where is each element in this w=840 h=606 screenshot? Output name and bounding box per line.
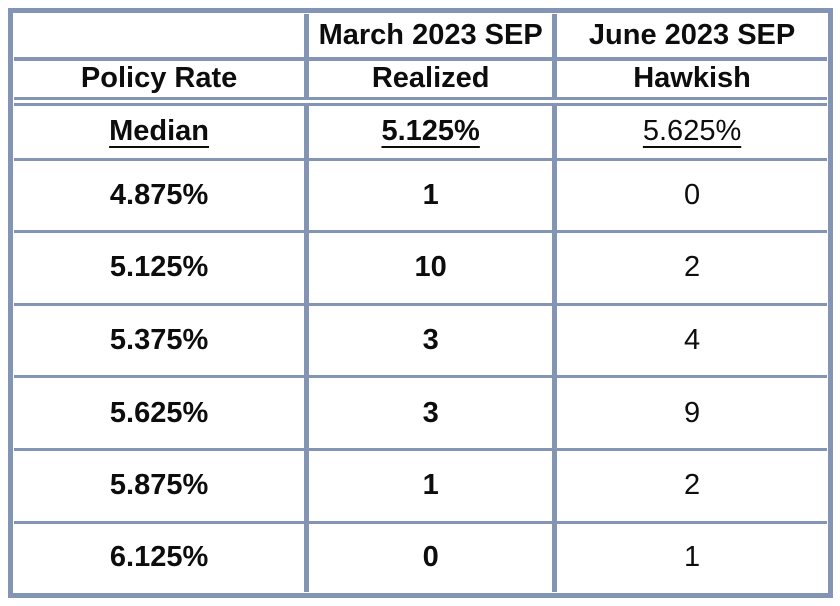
realized-count-cell: 0 xyxy=(304,520,558,594)
realized-count-cell: 1 xyxy=(304,448,558,524)
median-realized-cell: 5.125% xyxy=(304,99,558,161)
realized-count-cell: 1 xyxy=(304,157,558,234)
hawkish-count-cell: 0 xyxy=(552,157,830,234)
realized-count-cell: 10 xyxy=(304,230,558,306)
table-row-5875: 5.875% 1 2 xyxy=(11,448,830,524)
table-row-4875: 4.875% 1 0 xyxy=(11,157,830,234)
table-row-median: Median 5.125% 5.625% xyxy=(11,99,830,161)
col-header-hawkish: Hawkish xyxy=(552,57,830,106)
policy-rate-cell: 4.875% xyxy=(11,157,310,234)
col-header-policy-rate: Policy Rate xyxy=(11,57,310,106)
realized-count-cell: 3 xyxy=(304,302,558,379)
hawkish-count-cell: 2 xyxy=(552,448,830,524)
policy-rate-cell: 5.375% xyxy=(11,302,310,379)
col-header-june-2023-sep: June 2023 SEP xyxy=(552,12,830,61)
table-row-5125: 5.125% 10 2 xyxy=(11,230,830,306)
hawkish-count-cell: 1 xyxy=(552,520,830,594)
corner-blank-cell xyxy=(11,12,310,61)
realized-count-cell: 3 xyxy=(304,375,558,452)
median-label-cell: Median xyxy=(11,99,310,161)
sep-comparison-table: March 2023 SEP June 2023 SEP Policy Rate… xyxy=(8,8,833,598)
hawkish-count-cell: 2 xyxy=(552,230,830,306)
hawkish-count-cell: 4 xyxy=(552,302,830,379)
median-hawkish-cell: 5.625% xyxy=(552,99,830,161)
table-row-6125: 6.125% 0 1 xyxy=(11,520,830,594)
policy-rate-cell: 5.125% xyxy=(11,230,310,306)
policy-rate-cell: 5.625% xyxy=(11,375,310,452)
policy-rate-cell: 5.875% xyxy=(11,448,310,524)
table-row-5625: 5.625% 3 9 xyxy=(11,375,830,452)
table-row-sep-headers: March 2023 SEP June 2023 SEP xyxy=(11,12,830,61)
policy-rate-table: March 2023 SEP June 2023 SEP Policy Rate… xyxy=(11,12,830,594)
hawkish-count-cell: 9 xyxy=(552,375,830,452)
table-row-column-labels: Policy Rate Realized Hawkish xyxy=(11,57,830,106)
table-row-5375: 5.375% 3 4 xyxy=(11,302,830,379)
col-header-march-2023-sep: March 2023 SEP xyxy=(304,12,558,61)
policy-rate-cell: 6.125% xyxy=(11,520,310,594)
col-header-realized: Realized xyxy=(304,57,558,106)
